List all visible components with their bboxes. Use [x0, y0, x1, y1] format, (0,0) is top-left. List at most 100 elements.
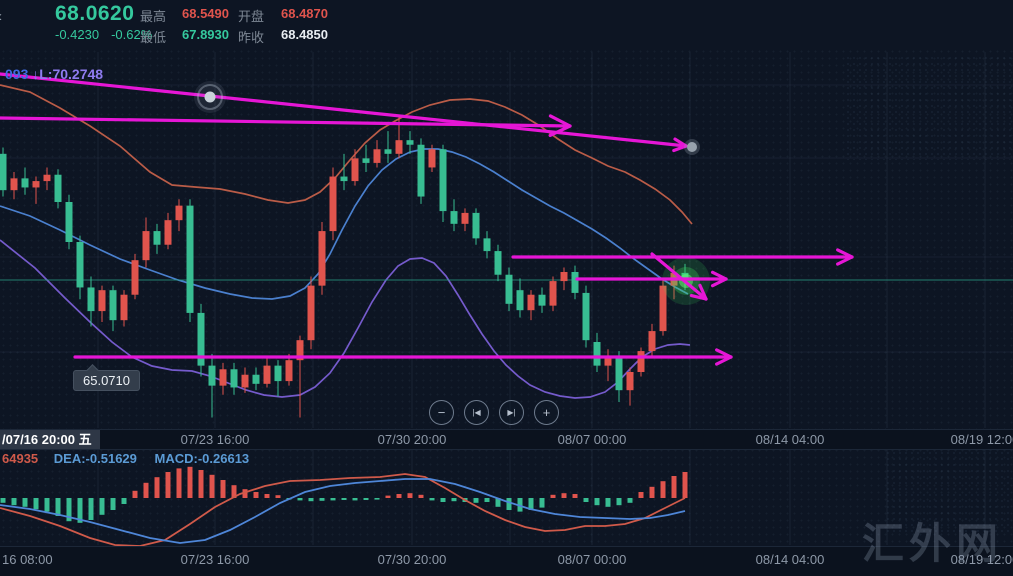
macd-bar	[550, 494, 556, 498]
macd-bar	[0, 498, 6, 503]
support-line[interactable]	[73, 348, 733, 366]
macd-time-axis[interactable]: 16 08:00 07/23 16:00 07/30 20:00 08/07 00:…	[0, 546, 1013, 576]
high-label: 最高	[140, 9, 167, 24]
macd-bar	[352, 498, 358, 501]
macd-bar	[66, 498, 72, 522]
macd-bar	[418, 494, 424, 498]
prev-close-value: 68.4850	[281, 27, 328, 42]
macd-bar	[132, 490, 138, 498]
trendline-handle[interactable]	[204, 91, 216, 103]
macd-bar	[165, 472, 171, 498]
macd-bar	[143, 482, 149, 498]
axis-tick: 07/30 20:00	[377, 552, 447, 567]
macd-bar	[671, 476, 677, 498]
drawing-anchor-label: 093 ↓L:70.2748	[5, 66, 103, 82]
macd-bar	[330, 498, 336, 501]
down-arrow-icon: ↓	[32, 66, 40, 82]
macd-panel[interactable]	[0, 466, 688, 546]
drawing-id: 093	[5, 66, 29, 82]
down-move-arrow[interactable]	[650, 252, 708, 301]
trend-annotations[interactable]	[0, 72, 854, 366]
change-percent: -0.62%	[111, 27, 153, 42]
macd-bar	[583, 498, 589, 502]
macd-bar	[528, 498, 534, 510]
macd-bar	[198, 470, 204, 498]
step-forward-button[interactable]: ▶|	[499, 400, 524, 425]
axis-tick: 16 08:00	[2, 552, 53, 567]
macd-bar	[11, 498, 17, 506]
axis-tick: 07/30 20:00	[377, 432, 447, 447]
zoom-in-button[interactable]: +	[534, 400, 559, 425]
macd-bar	[220, 480, 226, 498]
macd-bar	[561, 493, 567, 498]
minus-icon: −	[437, 405, 446, 420]
low-label: 最低	[140, 30, 167, 45]
dif-value: 64935	[2, 451, 39, 466]
macd-bar	[363, 498, 369, 500]
bollinger-lower-line	[0, 239, 691, 399]
axis-tick: 08/07 00:00	[557, 552, 627, 567]
macd-bar	[451, 498, 457, 502]
change-value: -0.4230	[55, 27, 100, 42]
open-value: 68.4870	[281, 6, 328, 21]
macd-bar	[297, 498, 303, 501]
gridlines	[0, 52, 1013, 545]
collapse-chevron-icon[interactable]: ‹	[0, 8, 2, 25]
resistance-line[interactable]	[511, 248, 854, 266]
axis-tick: 08/19 12:00	[950, 552, 1013, 567]
dea-line	[0, 478, 686, 544]
price-level-tooltip: 65.0710	[73, 370, 140, 391]
axis-tick: 08/14 04:00	[755, 432, 825, 447]
bollinger-upper-line	[0, 84, 693, 225]
macd-bar	[627, 498, 633, 503]
macd-bar	[638, 492, 644, 498]
macd-bar	[374, 498, 380, 500]
macd-bar	[429, 498, 435, 501]
macd-bar	[385, 495, 391, 498]
macd-bar	[594, 498, 600, 506]
high-value: 68.5490	[182, 6, 229, 21]
macd-bar	[110, 498, 116, 510]
main-chart[interactable]	[0, 84, 1013, 418]
macd-bar	[176, 468, 182, 498]
macd-bar	[242, 489, 248, 498]
trendline-descending[interactable]	[0, 72, 700, 155]
axis-tick: 08/07 00:00	[557, 432, 627, 447]
quote-bar: ‹ 68.0620 -0.4230 -0.62% 最高 68.5490 最低 67…	[0, 0, 1013, 48]
chart-toolbar: − |◀ ▶| +	[0, 400, 1013, 426]
selected-date-label: /07/16 20:00 五	[0, 430, 100, 449]
price-change: -0.4230 -0.62%	[55, 27, 164, 42]
drawing-anchor-value: L:70.2748	[39, 66, 104, 82]
trendline-upper-horizontal[interactable]	[0, 114, 572, 138]
zoom-out-button[interactable]: −	[429, 400, 454, 425]
macd-bar	[55, 498, 61, 516]
macd-bar	[33, 498, 39, 510]
macd-bar	[495, 498, 501, 507]
plus-icon: +	[542, 405, 551, 420]
macd-bar	[44, 498, 50, 512]
macd-bar	[77, 498, 83, 523]
axis-tick: 07/23 16:00	[180, 432, 250, 447]
macd-bar	[539, 498, 545, 508]
macd-bar	[88, 498, 94, 520]
macd-value: MACD:-0.26613	[154, 451, 250, 466]
macd-bar	[649, 486, 655, 498]
macd-bar	[22, 498, 28, 507]
macd-bar	[253, 492, 259, 498]
main-time-axis[interactable]: /07/16 20:00 五 07/23 16:00 07/30 20:00 08/…	[0, 429, 1013, 450]
macd-bar	[506, 498, 512, 510]
macd-bar	[264, 494, 270, 498]
macd-bar	[517, 498, 523, 512]
macd-bar	[319, 498, 325, 501]
macd-bar	[154, 477, 160, 498]
trendline-end-handle[interactable]	[687, 142, 697, 152]
axis-tick: 07/23 16:00	[180, 552, 250, 567]
dif-line	[0, 473, 686, 546]
entry-line[interactable]	[575, 270, 728, 288]
step-back-button[interactable]: |◀	[464, 400, 489, 425]
macd-bar	[407, 493, 413, 498]
macd-bar	[275, 495, 281, 498]
macd-bar	[440, 498, 446, 502]
